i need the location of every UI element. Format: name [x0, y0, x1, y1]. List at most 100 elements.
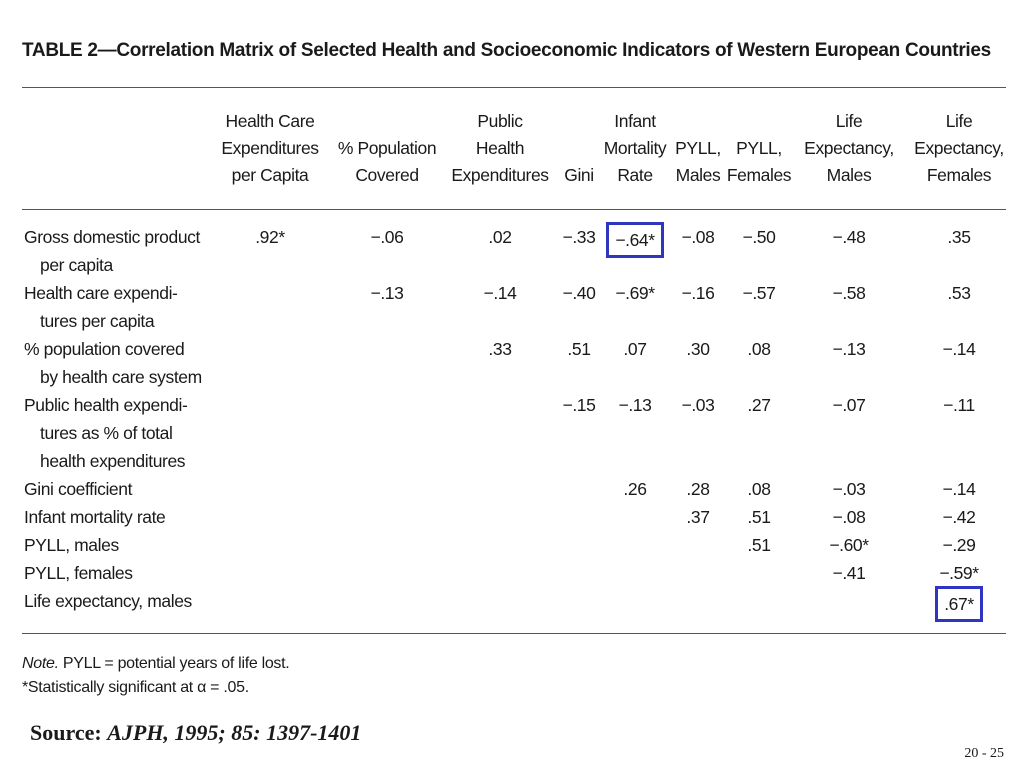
correlation-cell: .33	[442, 335, 558, 391]
correlation-cell: .30	[670, 335, 726, 391]
correlation-cell	[208, 279, 332, 335]
correlation-value: −.06	[370, 227, 404, 247]
correlation-cell: −.60*	[792, 531, 906, 559]
correlation-cell	[670, 559, 726, 587]
correlation-cell	[442, 587, 558, 619]
correlation-cell: .51	[558, 335, 600, 391]
table-row: Public health expendi-tures as % of tota…	[22, 391, 1012, 475]
correlation-cell	[558, 587, 600, 619]
correlation-value: .92*	[255, 227, 285, 247]
row-label-line: health expenditures	[40, 451, 186, 471]
column-header-line: PYLL,	[736, 138, 782, 158]
correlation-cell	[332, 559, 442, 587]
column-header-line: Females	[726, 165, 792, 185]
correlation-cell: .08	[726, 335, 792, 391]
column-header-line: Males	[826, 165, 872, 185]
column-header-line: Expenditures	[451, 165, 549, 185]
highlighted-cell: .67*	[906, 586, 1012, 622]
correlation-cell: .28	[670, 475, 726, 503]
header-blank	[22, 106, 208, 209]
correlation-cell	[332, 391, 442, 475]
correlation-cell: −.29	[906, 531, 1012, 559]
table-row: PYLL, females −.41 −.59*	[22, 559, 1012, 587]
correlation-value: −.69*	[615, 283, 655, 303]
correlation-cell: −.33	[558, 209, 600, 279]
correlation-value: .08	[747, 339, 771, 359]
row-label-line: PYLL, males	[24, 535, 119, 555]
correlation-cell	[600, 503, 670, 531]
correlation-value: .37	[686, 507, 710, 527]
column-header-line: PYLL,	[675, 138, 721, 158]
highlighted-cell: −.64*	[600, 209, 670, 279]
table-row: Gini coefficient .26 .28 .08 −.03 −.14	[22, 475, 1012, 503]
correlation-cell	[600, 559, 670, 587]
correlation-cell: −.14	[906, 475, 1012, 503]
row-label: Gross domestic product per capita	[22, 209, 208, 279]
correlation-cell: −.57	[726, 279, 792, 335]
table-notes: Note. PYLL = potential years of life los…	[22, 652, 290, 700]
correlation-cell	[332, 587, 442, 619]
row-label: Infant mortality rate	[22, 503, 208, 531]
row-label-line: per capita	[40, 255, 113, 275]
correlation-cell: −.03	[792, 475, 906, 503]
correlation-value: −.59*	[939, 563, 979, 583]
table-row: PYLL, males .51 −.60* −.29	[22, 531, 1012, 559]
correlation-value: .67*	[935, 586, 983, 622]
correlation-cell: −.13	[332, 279, 442, 335]
row-label-line: tures per capita	[40, 311, 155, 331]
correlation-cell	[600, 531, 670, 559]
correlation-cell: −.03	[670, 391, 726, 475]
correlation-cell	[558, 475, 600, 503]
correlation-value: .08	[747, 479, 771, 499]
correlation-cell: −.41	[792, 559, 906, 587]
table-row: % population covered by health care syste…	[22, 335, 1012, 391]
correlation-cell: .08	[726, 475, 792, 503]
page-number: 20 - 25	[964, 746, 1004, 761]
correlation-cell: .27	[726, 391, 792, 475]
column-header: Gini	[558, 106, 600, 209]
column-header: PYLL, Males	[670, 106, 726, 209]
correlation-value: −.03	[681, 395, 715, 415]
correlation-cell	[670, 587, 726, 619]
column-header-line: Expenditures	[221, 138, 319, 158]
correlation-value: .30	[686, 339, 710, 359]
column-header-line: Females	[926, 165, 992, 185]
column-header-line: Health	[475, 138, 525, 158]
row-label-line: Gross domestic product	[24, 227, 200, 247]
table-row: Health care expendi-tures per capita −.13…	[22, 279, 1012, 335]
correlation-value: −.50	[742, 227, 776, 247]
row-label: Public health expendi-tures as % of tota…	[22, 391, 208, 475]
correlation-cell	[442, 531, 558, 559]
column-header: PYLL, Females	[726, 106, 792, 209]
correlation-cell: .92*	[208, 209, 332, 279]
correlation-cell	[208, 559, 332, 587]
correlation-cell: −.42	[906, 503, 1012, 531]
row-label: PYLL, males	[22, 531, 208, 559]
bottom-rule	[22, 633, 1006, 634]
source-citation: Source: AJPH, 1995; 85: 1397-1401	[30, 720, 361, 746]
row-label: PYLL, females	[22, 559, 208, 587]
correlation-cell: −.08	[792, 503, 906, 531]
note-label: Note.	[22, 655, 59, 672]
correlation-cell	[442, 475, 558, 503]
correlation-cell	[442, 391, 558, 475]
correlation-cell: .35	[906, 209, 1012, 279]
correlation-value: .07	[623, 339, 647, 359]
correlation-value: .26	[623, 479, 647, 499]
correlation-value: .02	[488, 227, 512, 247]
row-label-line: PYLL, females	[24, 563, 133, 583]
column-header: Health Care Expenditures per Capita	[208, 106, 332, 209]
row-label-line: Infant mortality rate	[24, 507, 166, 527]
correlation-cell: .53	[906, 279, 1012, 335]
column-header-line: Gini	[564, 165, 594, 185]
row-label-line: Life expectancy, males	[24, 591, 192, 611]
correlation-value: −.57	[742, 283, 776, 303]
correlation-cell	[208, 335, 332, 391]
correlation-value: −.41	[832, 563, 866, 583]
correlation-cell	[670, 531, 726, 559]
column-header-line: Expectancy,	[804, 138, 894, 158]
correlation-value: −.64*	[606, 222, 664, 258]
footnote: *Statistically significant at α = .05.	[22, 679, 249, 696]
column-header-line: % Population	[337, 138, 437, 158]
column-header-line: per Capita	[231, 165, 309, 185]
